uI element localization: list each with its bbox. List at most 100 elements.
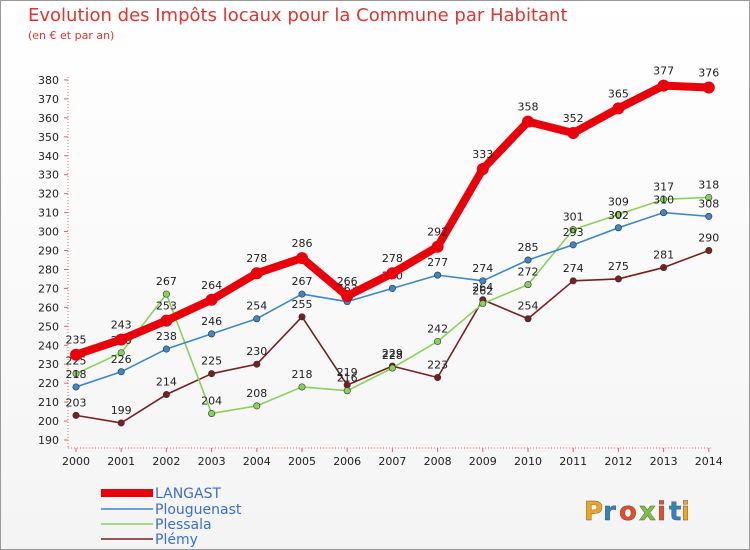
x-tick-label: 2003 <box>198 455 226 468</box>
data-label: 219 <box>337 366 358 379</box>
data-point <box>341 289 354 302</box>
data-point <box>614 224 622 232</box>
data-point <box>705 247 713 255</box>
logo-letter: t <box>669 497 681 527</box>
data-label: 228 <box>382 349 403 362</box>
data-point <box>205 293 218 306</box>
data-label: 242 <box>427 322 448 335</box>
y-tick-label: 280 <box>38 263 59 276</box>
logo-letter: i <box>657 497 666 527</box>
data-label: 317 <box>653 180 674 193</box>
data-label: 274 <box>563 262 584 275</box>
data-point <box>705 212 713 220</box>
data-label: 226 <box>111 353 132 366</box>
data-label: 255 <box>292 298 313 311</box>
legend-label: Plémy <box>155 532 198 548</box>
data-point <box>72 383 80 391</box>
y-tick-label: 250 <box>38 320 59 333</box>
logo-letter: o <box>619 497 637 527</box>
x-tick-label: 2004 <box>243 455 271 468</box>
data-label: 262 <box>472 285 493 298</box>
y-tick-label: 270 <box>38 282 59 295</box>
x-tick-label: 2007 <box>378 455 406 468</box>
data-label: 225 <box>201 355 222 368</box>
data-label: 208 <box>246 387 267 400</box>
y-tick-label: 300 <box>38 226 59 239</box>
data-label: 230 <box>246 345 267 358</box>
data-label: 278 <box>246 252 267 265</box>
data-point <box>705 193 713 201</box>
legend-label: LANGAST <box>155 486 221 502</box>
data-point <box>253 360 261 368</box>
chart-subtitle: (en € et par an) <box>28 29 115 42</box>
data-point <box>476 163 489 176</box>
x-tick-label: 2008 <box>424 455 452 468</box>
data-label: 223 <box>427 358 448 371</box>
data-point <box>612 102 625 115</box>
legend-label: Plessala <box>155 517 212 533</box>
data-label: 301 <box>563 211 584 224</box>
data-label: 292 <box>427 226 448 239</box>
data-point <box>162 391 170 399</box>
data-point <box>162 290 170 298</box>
data-label: 229 <box>382 347 403 360</box>
data-point <box>479 300 487 308</box>
data-label: 365 <box>608 87 629 100</box>
logo-letter: x <box>639 497 656 527</box>
data-label: 277 <box>427 256 448 269</box>
y-tick-label: 340 <box>38 150 59 163</box>
data-label: 203 <box>66 396 87 409</box>
data-label: 218 <box>292 368 313 381</box>
data-label: 309 <box>608 195 629 208</box>
data-point <box>117 419 125 427</box>
data-point <box>250 267 263 280</box>
data-point <box>660 264 668 272</box>
data-point <box>298 383 306 391</box>
data-point <box>253 402 261 410</box>
data-label: 235 <box>66 334 87 347</box>
data-point <box>660 195 668 203</box>
y-tick-label: 210 <box>38 396 59 409</box>
y-tick-label: 330 <box>38 169 59 182</box>
data-point <box>434 337 442 345</box>
x-tick-label: 2002 <box>152 455 180 468</box>
data-point <box>160 314 173 327</box>
data-point <box>253 315 261 323</box>
data-point <box>569 226 577 234</box>
data-label: 285 <box>518 241 539 254</box>
data-label: 199 <box>111 404 132 417</box>
y-tick-label: 370 <box>38 93 59 106</box>
data-label: 333 <box>472 148 493 161</box>
x-tick-label: 2013 <box>650 455 678 468</box>
y-tick-label: 320 <box>38 188 59 201</box>
data-point <box>657 79 670 92</box>
data-label: 246 <box>201 315 222 328</box>
data-point <box>117 349 125 357</box>
data-label: 243 <box>111 319 132 332</box>
data-point <box>343 387 351 395</box>
data-label: 254 <box>246 300 267 313</box>
data-label: 274 <box>472 262 493 275</box>
y-tick-label: 240 <box>38 339 59 352</box>
data-point <box>614 210 622 218</box>
x-tick-label: 2005 <box>288 455 316 468</box>
data-label: 310 <box>653 194 674 207</box>
data-label: 278 <box>382 252 403 265</box>
data-label: 267 <box>292 275 313 288</box>
y-tick-label: 220 <box>38 377 59 390</box>
data-point <box>72 411 80 419</box>
data-label: 293 <box>563 226 584 239</box>
data-label: 352 <box>563 112 584 125</box>
logo-letter: i <box>681 497 690 527</box>
y-tick-label: 360 <box>38 112 59 125</box>
data-point <box>567 127 580 140</box>
data-point <box>431 240 444 253</box>
y-tick-label: 290 <box>38 245 59 258</box>
x-tick-label: 2001 <box>107 455 135 468</box>
data-label: 254 <box>518 300 539 313</box>
y-tick-label: 230 <box>38 358 59 371</box>
legend-label: Plouguenast <box>155 502 242 518</box>
data-point <box>434 271 442 279</box>
